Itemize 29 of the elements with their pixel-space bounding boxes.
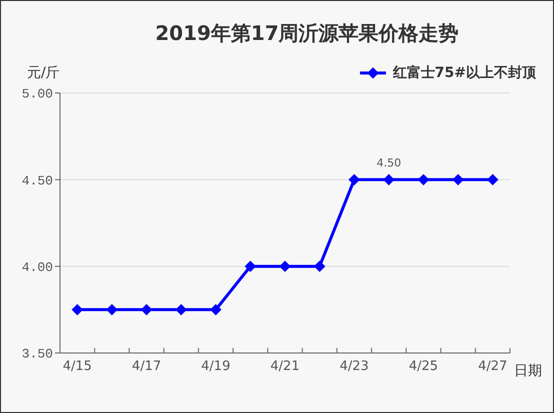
x-tick-label: 4/21 xyxy=(270,359,300,374)
point xyxy=(452,174,464,186)
x-tick-label: 4/19 xyxy=(201,359,230,374)
data-label: 4.50 xyxy=(376,156,402,170)
point xyxy=(418,174,429,186)
point xyxy=(176,304,187,316)
x-tick-label: 4/15 xyxy=(62,359,92,374)
point xyxy=(244,260,256,272)
point xyxy=(348,174,360,186)
point xyxy=(141,304,152,316)
y-tick-label: 4.00 xyxy=(22,260,53,275)
x-tick-label: 4/17 xyxy=(132,359,162,374)
y-tick-label: 5.00 xyxy=(22,86,53,102)
point xyxy=(72,304,83,316)
point xyxy=(383,174,394,186)
y-tick-label: 4.50 xyxy=(22,173,53,188)
point xyxy=(487,174,498,186)
y-tick-label: 3.50 xyxy=(22,346,53,362)
point xyxy=(106,304,118,316)
point xyxy=(280,260,290,272)
point xyxy=(210,304,222,316)
x-tick-label: 4/25 xyxy=(408,359,438,374)
legend-label: 红富士75#以上不封顶 xyxy=(392,64,536,82)
x-tick-label: 4/27 xyxy=(478,359,508,374)
point xyxy=(314,260,326,272)
y-axis-title: 元/斤 xyxy=(27,64,60,82)
x-tick-label: 4/23 xyxy=(340,359,369,374)
x-axis-title: 日期 xyxy=(514,362,542,380)
chart-title: 2019年第17周沂源苹果价格走势 xyxy=(154,20,460,47)
